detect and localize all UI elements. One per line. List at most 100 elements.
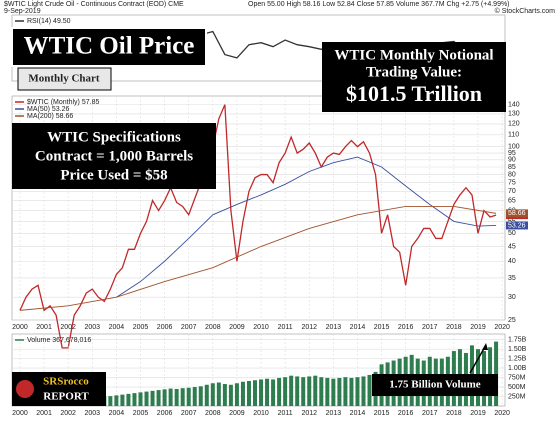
volume-bar [138,392,143,406]
specs-line: Contract = 1,000 Barrels [35,148,193,164]
x-tick-label: 2020 [494,410,510,417]
volume-bar [343,377,348,406]
x-tick-label: 2014 [350,410,366,417]
legend-label: $WTIC (Monthly) 57.85 [27,99,99,106]
logo-text: REPORT [43,391,89,403]
notional-box [322,42,506,112]
volume-bar [367,374,372,406]
volume-bar [277,377,282,406]
logo-text: SRSrocco [43,376,89,388]
volume-bar [319,377,324,406]
y-tick-label: 120 [508,121,520,128]
x-tick-label: 2016 [398,324,414,331]
volume-bar [234,383,239,406]
y-tick-label: 95 [508,150,516,157]
x-tick-label: 2016 [398,410,414,417]
quote: Open 55.00 High 58.16 Low 52.84 Close 57… [248,1,510,8]
x-tick-label: 2003 [84,410,100,417]
x-tick-label: 2007 [181,324,197,331]
volume-bar [361,376,366,406]
volume-bar [150,390,155,406]
symbol: $WTIC Light Crude Oil - Continuous Contr… [4,1,184,8]
volume-bar [494,341,499,406]
x-tick-label: 2008 [205,410,221,417]
period-box [17,67,112,91]
volume-bar [271,379,276,406]
x-tick-label: 2004 [109,324,125,331]
volume-bar [337,377,342,406]
series-line [116,156,497,298]
x-tick-label: 2004 [109,410,125,417]
x-tick-label: 2008 [205,324,221,331]
x-tick-label: 2006 [157,324,173,331]
series-line [19,206,497,311]
last-value-label: 58.66 [508,210,526,217]
volume-bar [156,390,161,406]
x-tick-label: 2001 [36,410,52,417]
legend-label: RSI(14) 49.50 [27,18,71,25]
volume-bar [325,377,330,406]
arrow-head [482,343,488,350]
volume-bar [180,388,185,406]
x-tick-label: 2012 [301,410,317,417]
last-value-label: 53.26 [508,222,526,229]
volume-bar [283,377,288,406]
specs-line: WTIC Specifications [47,129,181,145]
x-tick-label: 2013 [326,324,342,331]
volume-bar [198,386,203,406]
last-value-badge [506,221,528,230]
volume-bar [204,384,209,406]
x-tick-label: 2001 [36,324,52,331]
date: 9-Sep-2019 [4,8,41,15]
volume-bar [120,394,125,406]
x-tick-label: 2017 [422,410,438,417]
y-tick-label: 110 [508,132,519,139]
volume-bar [126,393,131,406]
volume-bar [355,377,360,406]
volume-bar [253,380,258,406]
x-tick-label: 2014 [350,324,366,331]
x-tick-label: 2020 [494,324,510,331]
price-panel [11,95,506,321]
y-tick-label: 75 [508,179,516,186]
x-tick-label: 2013 [326,410,342,417]
x-tick-label: 2000 [12,324,28,331]
y-tick-label: 140 [508,101,520,108]
notional-value: $101.5 Trillion [346,81,482,106]
y-tick-label: 65 [508,197,516,204]
x-tick-label: 2003 [84,324,100,331]
volume-bar [186,387,191,406]
x-tick-label: 2017 [422,324,438,331]
notional-line: Trading Value: [366,64,462,80]
notional-line: WTIC Monthly Notional [334,47,493,63]
x-tick-label: 2002 [60,410,76,417]
x-tick-label: 2010 [253,324,269,331]
volume-bar [132,393,137,406]
specs-line: Price Used = $58 [60,167,167,183]
y-tick-label: 130 [508,111,520,118]
x-tick-label: 2010 [253,410,269,417]
volume-bar [210,383,215,406]
volume-bar [307,376,312,406]
x-tick-label: 2009 [229,410,245,417]
volume-bar [228,384,233,406]
volume-bar [259,379,264,406]
volume-bar [144,391,149,406]
title: WTIC Oil Price [24,33,195,60]
volume-bar [168,388,173,406]
y-tick-label: 500M [508,384,526,391]
volume-bar [240,381,245,406]
y-tick-label: 30 [508,294,516,301]
volume-bar [331,378,336,406]
x-tick-label: 2002 [60,324,76,331]
y-tick-label: 35 [508,275,516,282]
volume-bar [222,384,227,406]
y-tick-label: 1.50B [508,346,527,353]
x-tick-label: 2018 [446,410,462,417]
x-tick-label: 2009 [229,324,245,331]
x-tick-label: 2019 [470,324,486,331]
x-tick-label: 2015 [374,324,390,331]
y-tick-label: 90 [508,157,516,164]
source: © StockCharts.com [495,7,556,15]
